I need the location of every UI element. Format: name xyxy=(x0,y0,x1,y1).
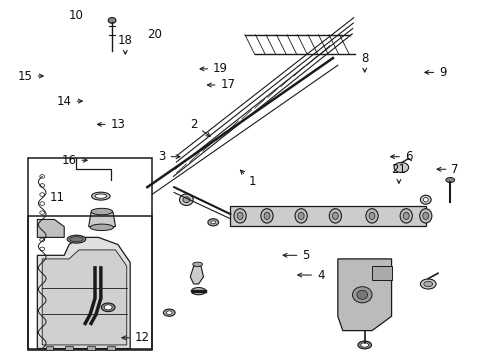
Text: 3: 3 xyxy=(158,150,180,163)
Ellipse shape xyxy=(40,283,45,287)
Ellipse shape xyxy=(40,301,45,305)
Ellipse shape xyxy=(298,212,304,220)
Ellipse shape xyxy=(40,202,45,206)
Ellipse shape xyxy=(208,219,219,226)
Text: 16: 16 xyxy=(62,154,87,167)
Ellipse shape xyxy=(403,212,409,220)
Ellipse shape xyxy=(90,224,114,230)
Ellipse shape xyxy=(420,279,436,289)
Polygon shape xyxy=(338,259,392,330)
Bar xyxy=(46,346,53,350)
Ellipse shape xyxy=(329,209,342,223)
Ellipse shape xyxy=(352,287,372,303)
Bar xyxy=(230,206,426,226)
Text: 9: 9 xyxy=(425,66,447,79)
Ellipse shape xyxy=(40,292,45,296)
Ellipse shape xyxy=(40,247,45,251)
Text: 4: 4 xyxy=(298,269,324,282)
Text: 20: 20 xyxy=(147,28,162,41)
Ellipse shape xyxy=(40,347,45,350)
Ellipse shape xyxy=(92,192,110,200)
Polygon shape xyxy=(37,220,64,237)
Text: 19: 19 xyxy=(200,62,228,75)
Ellipse shape xyxy=(420,195,431,204)
Text: 13: 13 xyxy=(98,118,125,131)
Text: 6: 6 xyxy=(391,150,413,163)
Text: 15: 15 xyxy=(18,69,43,82)
Ellipse shape xyxy=(94,321,102,325)
Ellipse shape xyxy=(40,193,45,196)
Ellipse shape xyxy=(163,309,175,316)
Ellipse shape xyxy=(40,229,45,233)
Bar xyxy=(65,346,73,350)
Ellipse shape xyxy=(40,265,45,269)
Polygon shape xyxy=(37,237,130,348)
Ellipse shape xyxy=(40,320,45,323)
Text: 1: 1 xyxy=(241,170,256,188)
Ellipse shape xyxy=(193,262,202,266)
Ellipse shape xyxy=(91,208,113,215)
Ellipse shape xyxy=(295,209,307,223)
Ellipse shape xyxy=(40,311,45,314)
Ellipse shape xyxy=(40,274,45,278)
Polygon shape xyxy=(42,250,127,345)
Ellipse shape xyxy=(211,221,216,224)
Ellipse shape xyxy=(369,212,375,220)
Ellipse shape xyxy=(166,311,172,315)
Ellipse shape xyxy=(361,343,368,347)
Text: 2: 2 xyxy=(190,118,210,136)
Ellipse shape xyxy=(394,162,409,172)
Text: 7: 7 xyxy=(437,163,459,176)
Ellipse shape xyxy=(97,256,107,262)
Ellipse shape xyxy=(419,209,432,223)
Text: 21: 21 xyxy=(392,163,406,183)
Polygon shape xyxy=(190,266,203,284)
Bar xyxy=(27,216,152,350)
Ellipse shape xyxy=(357,290,368,299)
Ellipse shape xyxy=(40,220,45,224)
Ellipse shape xyxy=(191,288,206,295)
Text: 14: 14 xyxy=(57,95,82,108)
Ellipse shape xyxy=(261,209,273,223)
Text: 5: 5 xyxy=(283,249,310,262)
Ellipse shape xyxy=(446,177,455,183)
Ellipse shape xyxy=(40,184,45,187)
Ellipse shape xyxy=(423,198,428,202)
Ellipse shape xyxy=(104,305,112,310)
Ellipse shape xyxy=(70,237,83,242)
Ellipse shape xyxy=(40,338,45,341)
Polygon shape xyxy=(89,212,116,226)
Bar xyxy=(107,346,115,350)
Ellipse shape xyxy=(40,211,45,215)
Ellipse shape xyxy=(40,256,45,260)
Bar xyxy=(27,158,152,348)
Ellipse shape xyxy=(332,212,338,220)
Bar xyxy=(372,266,392,280)
Ellipse shape xyxy=(99,257,104,260)
Ellipse shape xyxy=(40,329,45,332)
Ellipse shape xyxy=(95,194,107,198)
Ellipse shape xyxy=(67,235,86,243)
Ellipse shape xyxy=(366,209,378,223)
Ellipse shape xyxy=(40,238,45,242)
Ellipse shape xyxy=(424,281,433,287)
Ellipse shape xyxy=(40,175,45,178)
Ellipse shape xyxy=(183,197,190,203)
Text: 10: 10 xyxy=(69,9,84,22)
Ellipse shape xyxy=(237,212,243,220)
Ellipse shape xyxy=(423,212,429,220)
Ellipse shape xyxy=(264,212,270,220)
Text: 18: 18 xyxy=(118,33,133,54)
Text: 12: 12 xyxy=(122,331,150,344)
Ellipse shape xyxy=(101,303,115,312)
Bar xyxy=(87,346,95,350)
Ellipse shape xyxy=(234,209,246,223)
Ellipse shape xyxy=(400,209,413,223)
Text: 11: 11 xyxy=(49,192,64,204)
Ellipse shape xyxy=(108,18,116,23)
Ellipse shape xyxy=(358,341,371,349)
Text: 17: 17 xyxy=(207,78,235,91)
Text: 8: 8 xyxy=(361,51,368,72)
Ellipse shape xyxy=(179,194,193,206)
